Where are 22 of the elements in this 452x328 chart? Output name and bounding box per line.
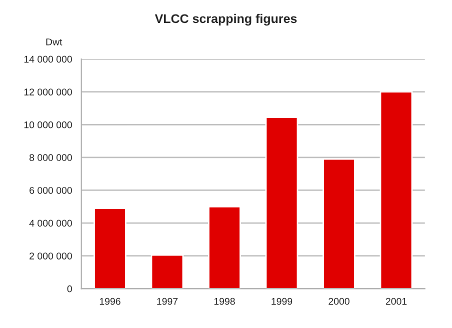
y-tick-label: 8 000 000 — [30, 154, 72, 162]
chart-title: VLCC scrapping figures — [154, 14, 297, 26]
bar — [322, 158, 356, 289]
y-tick-label: 14 000 000 — [24, 56, 72, 63]
bar — [265, 116, 298, 289]
bar — [94, 208, 126, 289]
bar — [208, 206, 241, 289]
y-tick-label: 0 — [67, 285, 72, 292]
y-axis-title: Dwt — [46, 38, 62, 46]
y-tick-label: 10 000 000 — [24, 121, 72, 128]
x-tick-label: 2000 — [328, 298, 350, 305]
y-tick-label: 2 000 000 — [30, 252, 72, 260]
x-tick-label: 1999 — [272, 298, 292, 305]
x-tick-label: 2001 — [386, 298, 407, 305]
x-tick-label: 1998 — [214, 298, 235, 305]
y-tick-label: 6 000 000 — [30, 186, 72, 194]
x-tick-label: 1996 — [100, 298, 120, 305]
bar — [380, 91, 413, 289]
x-tick-label: 1997 — [157, 298, 178, 305]
y-tick-label: 4 000 000 — [29, 220, 72, 227]
bar — [150, 254, 184, 289]
y-tick-label: 12 000 000 — [24, 88, 72, 96]
